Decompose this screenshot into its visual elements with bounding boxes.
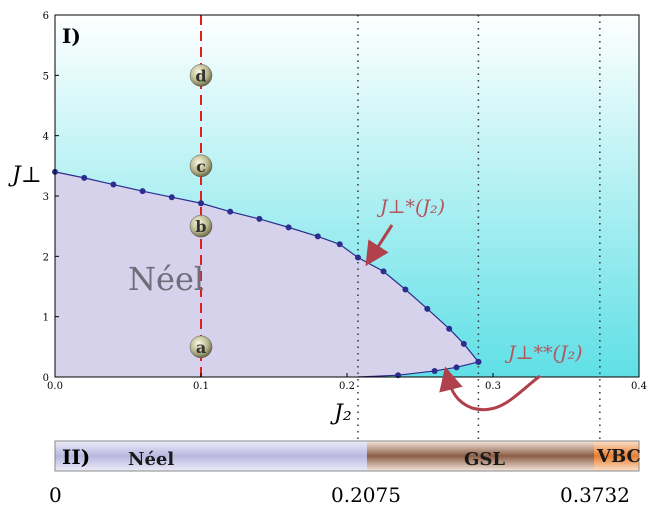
sample-point-marker	[189, 154, 213, 178]
annotation-jstarstar-arrow	[439, 366, 541, 412]
x-tick-label: 0.2	[339, 381, 355, 392]
x-tick-label: 0.4	[631, 381, 647, 392]
annotation-jstar: J⊥*(J₂)	[376, 196, 445, 218]
upper-boundary-point	[424, 305, 431, 312]
x-axis-ticks: 0.0 0.1 0.2 0.3 0.4	[47, 373, 647, 392]
phase-bar-label-neel: Néel	[128, 449, 174, 470]
y-tick-label: 0	[43, 373, 49, 384]
upper-boundary-point	[314, 233, 321, 240]
x-tick-label: 0.3	[485, 381, 501, 392]
y-tick-label: 4	[43, 132, 49, 143]
upper-boundary-point	[460, 340, 467, 347]
sample-point-d: d	[189, 64, 213, 87]
sample-point-marker	[189, 214, 213, 238]
phase-bar-vbc	[594, 441, 639, 471]
phase-bar-frame	[54, 440, 640, 472]
sample-point-label: a	[196, 338, 206, 357]
x-tick-label: 0.1	[193, 381, 209, 392]
y-axis-label: J⊥	[8, 163, 42, 188]
neel-region-label: Néel	[128, 260, 204, 298]
upper-boundary-point	[81, 174, 88, 181]
annotation-jstar-arrow	[365, 224, 394, 267]
phase-bar-neel	[55, 441, 367, 471]
y-tick-label: 5	[43, 71, 49, 82]
y-tick-label: 2	[43, 252, 49, 263]
upper-boundary-point	[227, 208, 234, 215]
upper-boundary-point	[380, 268, 387, 275]
upper-boundary-point	[285, 224, 292, 231]
panel-label-ii: II)	[62, 445, 90, 469]
sample-point-marker	[189, 64, 213, 87]
neel-region	[55, 171, 479, 377]
upper-boundary-point	[402, 286, 409, 293]
y-tick-label: 1	[43, 313, 49, 324]
sample-point-b: b	[189, 214, 213, 238]
upper-boundary-points	[52, 168, 482, 365]
sample-point-a: a	[189, 335, 213, 359]
lower-boundary-point	[453, 364, 460, 371]
upper-boundary-point	[256, 215, 263, 222]
upper-boundary-point	[139, 188, 146, 195]
panel-label-i: I)	[62, 24, 81, 48]
y-tick-label: 3	[43, 192, 49, 203]
upper-boundary-point	[198, 200, 204, 207]
lower-boundary-point	[475, 358, 482, 365]
phase-bar-label-gsl: GSL	[464, 449, 505, 470]
sample-point-c: c	[189, 154, 213, 178]
upper-boundary-point	[446, 325, 453, 332]
phase-bar-tick-2: 0.3732	[560, 483, 630, 507]
upper-boundary-point	[110, 181, 117, 188]
phase-bar-gsl	[367, 441, 594, 471]
sample-point-marker	[189, 335, 213, 359]
phase-bar: II) Néel GSL VBC 0 0.2075 0.3732	[49, 440, 641, 507]
sample-point-label: b	[195, 217, 206, 236]
y-axis-ticks: 0 1 2 3 4 5 6	[43, 11, 59, 384]
sample-points: a b c d	[189, 64, 213, 359]
upper-boundary-point	[168, 194, 175, 201]
upper-boundary-curve	[54, 171, 479, 363]
sample-point-label: d	[195, 66, 206, 85]
y-tick-label: 6	[43, 11, 49, 22]
upper-boundary-point	[336, 241, 343, 248]
x-tick-label: 0.0	[47, 381, 63, 392]
phase-bar-tick-1: 0.2075	[331, 483, 401, 507]
sample-point-label: c	[196, 157, 206, 176]
x-axis-label: J₂	[330, 401, 352, 426]
annotation-jstarstar: J⊥**(J₂)	[504, 342, 583, 364]
lower-boundary-point	[431, 367, 438, 374]
phase-bar-label-vbc: VBC	[596, 446, 641, 467]
upper-boundary-point	[354, 254, 361, 261]
phase-bar-tick-0: 0	[49, 483, 62, 507]
